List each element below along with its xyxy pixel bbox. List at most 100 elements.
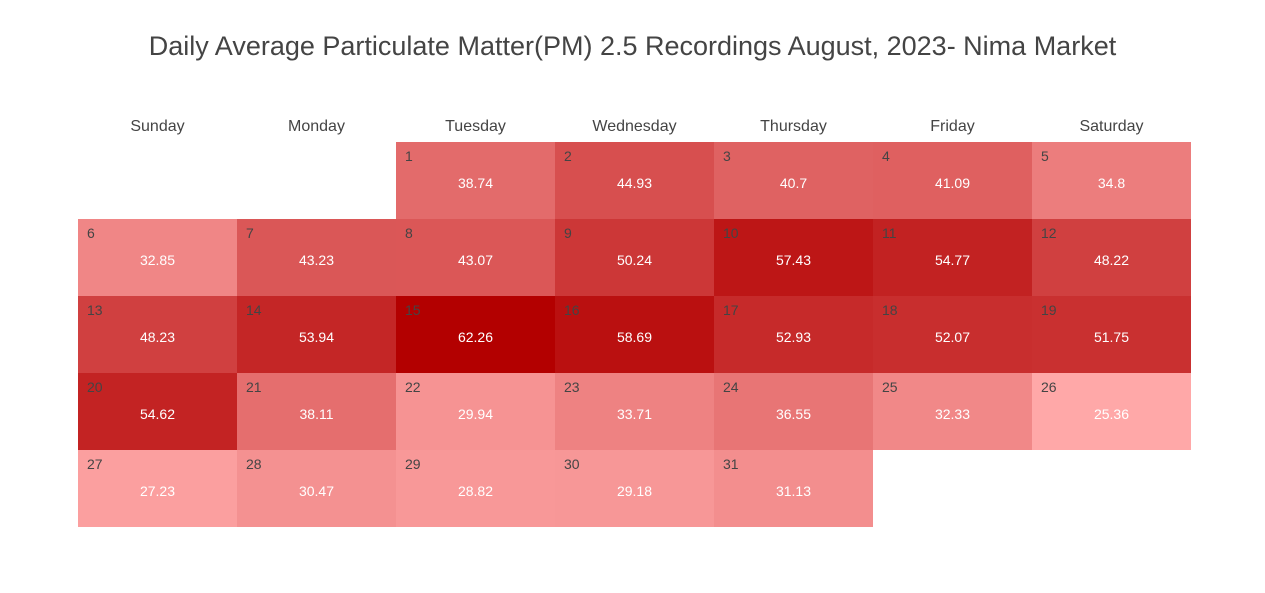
calendar-cell-day-23: 23 33.71: [555, 373, 714, 450]
heat-cell: [1032, 219, 1191, 296]
heat-cell: [396, 373, 555, 450]
calendar-cell-day-30: 30 29.18: [555, 450, 714, 527]
day-number: 9: [564, 225, 572, 241]
calendar-cell-day-19: 19 51.75: [1032, 296, 1191, 373]
day-number: 25: [882, 379, 898, 395]
calendar-cell-day-25: 25 32.33: [873, 373, 1032, 450]
day-number: 30: [564, 456, 580, 472]
day-number: 21: [246, 379, 262, 395]
calendar-cell-day-31: 31 31.13: [714, 450, 873, 527]
calendar-cell-day-11: 11 54.77: [873, 219, 1032, 296]
weekday-label-saturday: Saturday: [1079, 118, 1143, 135]
day-number: 28: [246, 456, 262, 472]
calendar-cell-day-15: 15 62.26: [396, 296, 555, 373]
heat-cell: [714, 219, 873, 296]
pm25-value-label: 32.33: [935, 406, 970, 422]
day-number: 29: [405, 456, 421, 472]
day-number: 7: [246, 225, 254, 241]
pm25-value-label: 62.26: [458, 329, 493, 345]
day-number: 1: [405, 148, 413, 164]
calendar-cell-day-7: 743.23: [237, 219, 396, 296]
chart-title: Daily Average Particulate Matter(PM) 2.5…: [148, 31, 1117, 61]
heat-cell: [237, 373, 396, 450]
pm25-value-label: 43.23: [299, 252, 334, 268]
day-number: 6: [87, 225, 95, 241]
heat-cell: [714, 296, 873, 373]
pm25-value-label: 52.93: [776, 329, 811, 345]
calendar-cell-day-29: 29 28.82: [396, 450, 555, 527]
heat-cell: [714, 373, 873, 450]
heat-cell: [555, 219, 714, 296]
heat-cell: [78, 296, 237, 373]
pm25-value-label: 30.47: [299, 483, 334, 499]
pm25-value-label: 53.94: [299, 329, 334, 345]
day-number: 11: [882, 225, 897, 241]
heat-cell: [237, 450, 396, 527]
calendar-cell-day-4: 441.09: [873, 142, 1032, 219]
pm25-value-label: 40.7: [780, 175, 807, 191]
day-number: 15: [405, 302, 421, 318]
heat-cell: [396, 450, 555, 527]
calendar-cell-day-20: 20 54.62: [78, 373, 237, 450]
calendar-cell-day-13: 13 48.23: [78, 296, 237, 373]
calendar-cell-day-3: 340.7: [714, 142, 873, 219]
pm25-value-label: 29.18: [617, 483, 652, 499]
heat-cell: [78, 373, 237, 450]
calendar-cell-day-17: 17 52.93: [714, 296, 873, 373]
weekday-label-tuesday: Tuesday: [445, 118, 506, 135]
day-number: 8: [405, 225, 413, 241]
day-number: 13: [87, 302, 103, 318]
pm25-value-label: 33.71: [617, 406, 652, 422]
day-number: 12: [1041, 225, 1057, 241]
day-number: 10: [723, 225, 739, 241]
pm25-value-label: 44.93: [617, 175, 652, 191]
pm25-value-label: 32.85: [140, 252, 175, 268]
day-number: 19: [1041, 302, 1057, 318]
pm25-value-label: 54.62: [140, 406, 175, 422]
day-number: 2: [564, 148, 572, 164]
day-number: 14: [246, 302, 262, 318]
heat-cell: [1032, 142, 1191, 219]
heat-cell: [873, 296, 1032, 373]
day-number: 22: [405, 379, 421, 395]
day-number: 3: [723, 148, 731, 164]
pm25-value-label: 27.23: [140, 483, 175, 499]
pm25-value-label: 29.94: [458, 406, 493, 422]
pm25-value-label: 48.23: [140, 329, 175, 345]
heat-cell: [555, 373, 714, 450]
day-number: 27: [87, 456, 103, 472]
heat-cell: [873, 142, 1032, 219]
calendar-cell-day-27: 27 27.23: [78, 450, 237, 527]
calendar-cell-day-2: 244.93: [555, 142, 714, 219]
pm25-value-label: 50.24: [617, 252, 652, 268]
heat-cell: [555, 296, 714, 373]
pm25-value-label: 54.77: [935, 252, 970, 268]
pm25-value-label: 41.09: [935, 175, 970, 191]
calendar-cell-day-21: 21 38.11: [237, 373, 396, 450]
heat-cell: [714, 450, 873, 527]
pm25-value-label: 31.13: [776, 483, 811, 499]
pm25-value-label: 52.07: [935, 329, 970, 345]
heat-cell: [555, 142, 714, 219]
pm25-value-label: 34.8: [1098, 175, 1125, 191]
pm25-value-label: 38.74: [458, 175, 493, 191]
calendar-cell-day-18: 18 52.07: [873, 296, 1032, 373]
weekday-label-thursday: Thursday: [760, 118, 827, 135]
day-number: 20: [87, 379, 103, 395]
day-number: 31: [723, 456, 739, 472]
calendar-cell-day-6: 632.85: [78, 219, 237, 296]
day-number: 17: [723, 302, 739, 318]
weekday-label-sunday: Sunday: [130, 118, 184, 135]
pm25-value-label: 38.11: [300, 406, 334, 422]
calendar-cell-day-1: 138.74: [396, 142, 555, 219]
pm25-value-label: 36.55: [776, 406, 811, 422]
calendar-cell-day-22: 22 29.94: [396, 373, 555, 450]
calendar-cell-day-8: 843.07: [396, 219, 555, 296]
calendar-cell-day-24: 24 36.55: [714, 373, 873, 450]
calendar-cell-day-26: 26 25.36: [1032, 373, 1191, 450]
day-number: 26: [1041, 379, 1057, 395]
calendar-cell-day-14: 14 53.94: [237, 296, 396, 373]
calendar-cell-day-28: 28 30.47: [237, 450, 396, 527]
heat-cell: [78, 219, 237, 296]
